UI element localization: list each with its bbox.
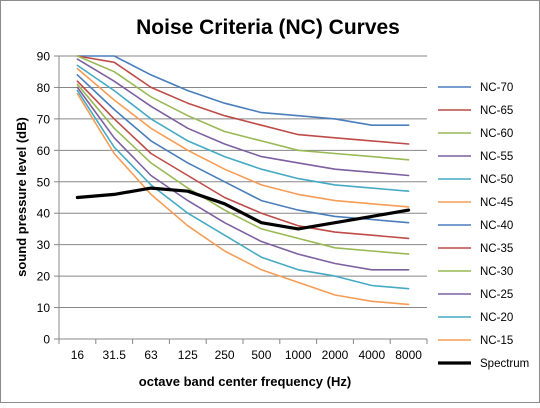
legend-label-nc-60: NC-60 xyxy=(480,128,513,140)
y-tick-label: 70 xyxy=(37,112,51,126)
series-line-nc-55 xyxy=(76,58,410,177)
x-tick-label: 125 xyxy=(178,348,198,362)
x-tick-label: 4000 xyxy=(358,348,385,362)
x-axis-title: octave band center frequency (Hz) xyxy=(139,374,351,389)
series-line-nc-15 xyxy=(76,92,410,306)
series-layer xyxy=(75,55,411,306)
y-tick-label: 60 xyxy=(37,144,51,158)
legend-label-nc-40: NC-40 xyxy=(480,220,513,232)
y-tick-label: 80 xyxy=(37,81,51,95)
series-line-spectrum xyxy=(75,186,411,231)
x-tick-label: 250 xyxy=(215,348,235,362)
x-tick-label: 1000 xyxy=(285,348,312,362)
x-tick-label: 500 xyxy=(251,348,271,362)
x-tick-label: 63 xyxy=(144,348,158,362)
series-line-nc-50 xyxy=(76,64,410,192)
x-tick-label: 31.5 xyxy=(103,348,127,362)
series-line-nc-30 xyxy=(76,83,410,255)
y-tick-label: 40 xyxy=(37,207,51,221)
chart-title: Noise Criteria (NC) Curves xyxy=(136,16,400,39)
legend-label-spectrum: Spectrum xyxy=(480,358,529,370)
y-tick-label: 0 xyxy=(43,333,50,347)
series-line-nc-35 xyxy=(76,80,410,240)
x-tick-label: 8000 xyxy=(395,348,422,362)
series-line-nc-20 xyxy=(76,89,410,290)
x-tick-label: 16 xyxy=(71,348,85,362)
legend: NC-70 NC-65 NC-60 NC-55 NC-50 NC-45 NC-40 NC-35… xyxy=(438,82,529,370)
legend-label-nc-70: NC-70 xyxy=(480,82,513,94)
series-line-nc-45 xyxy=(76,67,410,208)
y-tick-label: 30 xyxy=(37,238,51,252)
axis-layer: 0 10 20 30 40 50 60 70 80 90 16 31.5 63 125 250 500 1000… xyxy=(37,50,428,362)
y-tick-label: 90 xyxy=(37,50,51,64)
legend-label-nc-15: NC-15 xyxy=(480,335,513,347)
legend-label-nc-50: NC-50 xyxy=(480,174,513,186)
legend-label-nc-20: NC-20 xyxy=(480,312,513,324)
y-tick-label: 10 xyxy=(37,301,51,315)
y-axis-title: sound pressure level (dB) xyxy=(14,117,29,277)
y-tick-label: 50 xyxy=(37,175,51,189)
series-line-nc-65 xyxy=(76,55,410,145)
legend-label-nc-25: NC-25 xyxy=(480,289,513,301)
x-tick-label: 2000 xyxy=(322,348,349,362)
legend-label-nc-35: NC-35 xyxy=(480,243,513,255)
y-tick-label: 20 xyxy=(37,270,51,284)
series-line-nc-70 xyxy=(76,55,410,126)
series-line-nc-60 xyxy=(76,55,410,161)
legend-label-nc-55: NC-55 xyxy=(480,151,513,163)
legend-label-nc-45: NC-45 xyxy=(480,197,513,209)
series-line-nc-25 xyxy=(76,86,410,271)
legend-label-nc-65: NC-65 xyxy=(480,105,513,117)
legend-label-nc-30: NC-30 xyxy=(480,266,513,278)
